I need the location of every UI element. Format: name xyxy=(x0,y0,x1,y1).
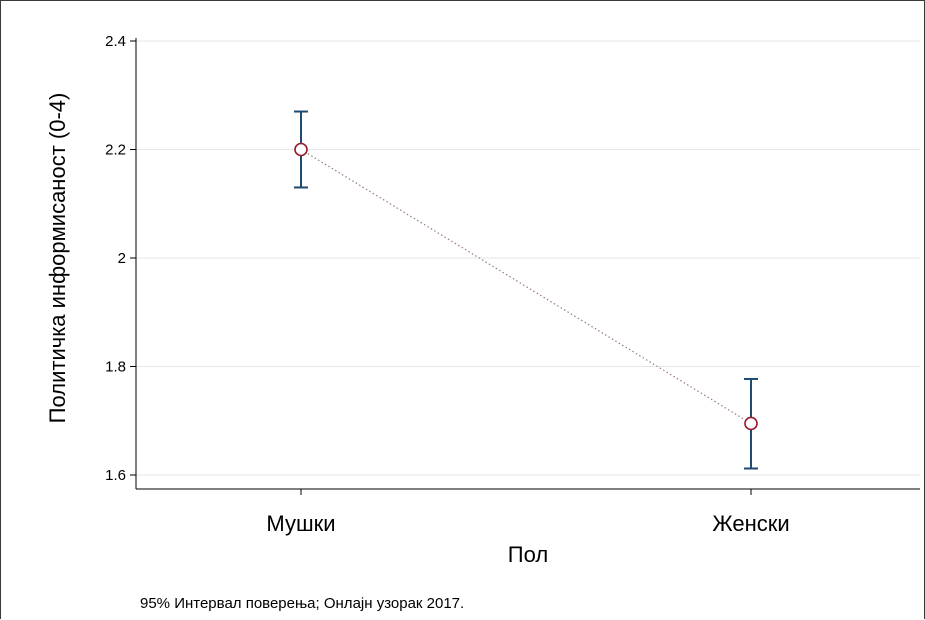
point-markers xyxy=(294,142,758,431)
y-tick-label: 1.6 xyxy=(105,467,126,484)
point-marker xyxy=(744,416,758,431)
y-tick-label: 2 xyxy=(118,250,126,267)
error-bars xyxy=(294,110,758,470)
x-axis-title: Пол xyxy=(508,542,548,567)
x-ticks: Мушки Женски xyxy=(266,489,790,536)
y-ticks: 1.6 1.8 2 2.2 2.4 xyxy=(105,33,136,484)
point-marker xyxy=(294,142,308,157)
y-tick-label: 2.2 xyxy=(105,142,126,159)
y-axis-title: Политичка информисаност (0-4) xyxy=(45,93,70,424)
x-tick-label: Мушки xyxy=(266,511,335,536)
chart-note: 95% Интервал поверења; Онлајн узорак 201… xyxy=(140,595,464,612)
gridlines xyxy=(136,40,920,476)
axes xyxy=(135,38,920,490)
x-tick-label: Женски xyxy=(712,511,789,536)
connector-line-group xyxy=(300,148,752,424)
y-tick-label: 1.8 xyxy=(105,359,126,376)
connector-line xyxy=(300,148,752,424)
y-tick-label: 2.4 xyxy=(105,33,126,50)
